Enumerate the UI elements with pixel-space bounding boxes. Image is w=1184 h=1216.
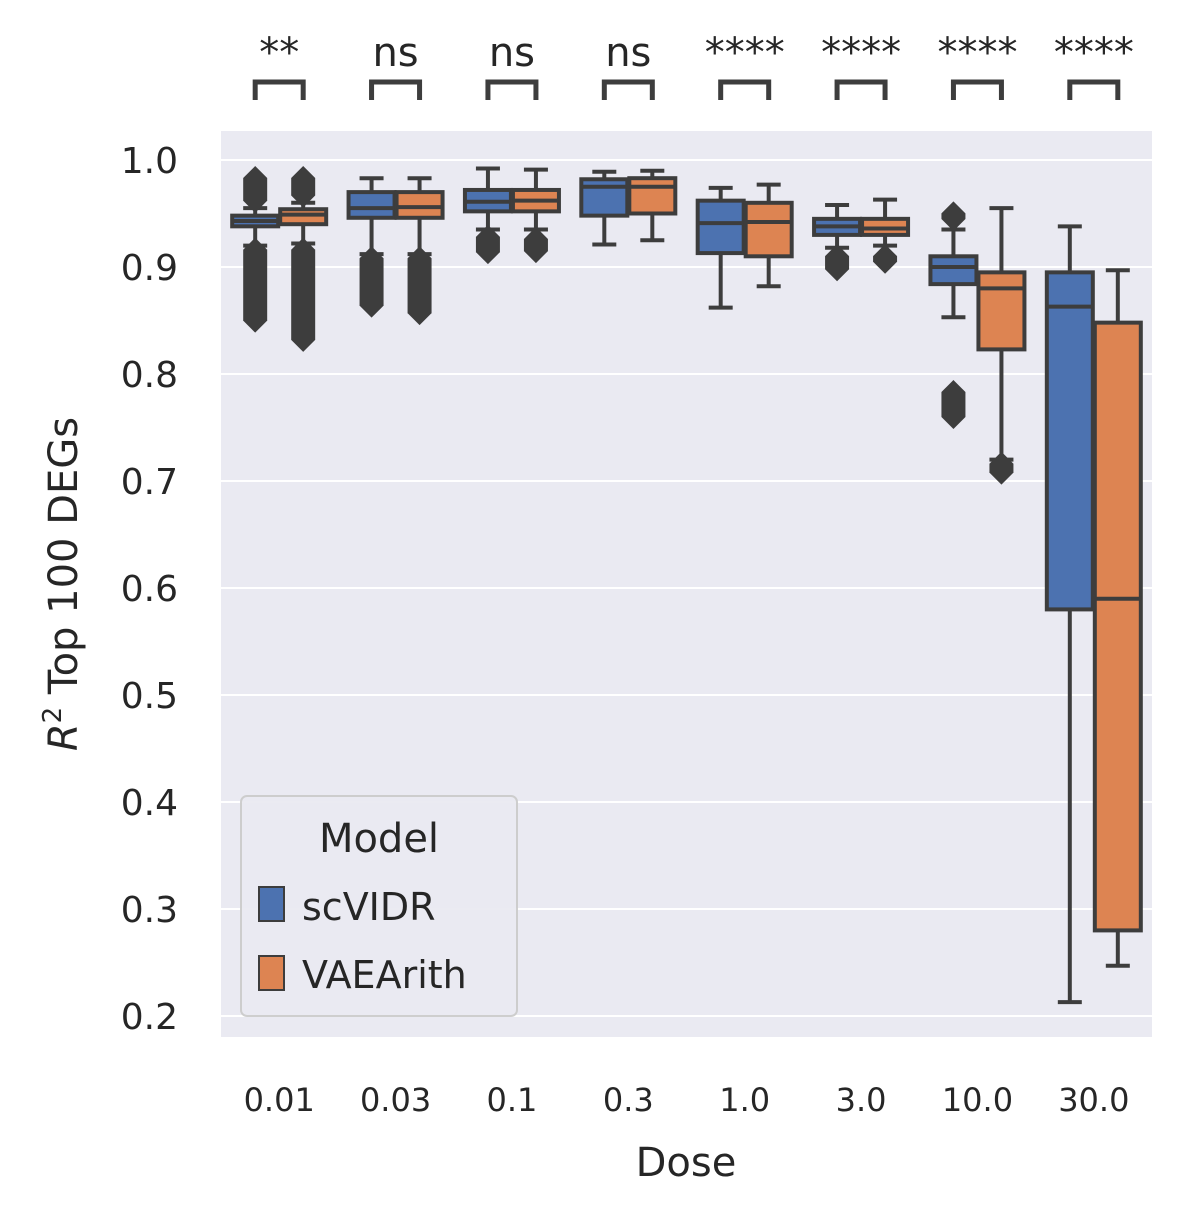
box-vaearith-1.0 (743, 182, 794, 289)
significance-label: ns (372, 30, 418, 76)
box-iqr (1092, 320, 1143, 933)
outlier-markers (291, 237, 316, 352)
x-tick-label: 1.0 (719, 1081, 770, 1119)
legend-title: Model (319, 816, 439, 862)
box-scvidr-0.3 (579, 169, 630, 247)
box-iqr (1044, 270, 1095, 612)
box-vaearith-0.3 (627, 168, 678, 243)
box-iqr (976, 270, 1027, 352)
box-iqr (928, 254, 979, 287)
y-axis-label-superscript: 2 (38, 707, 68, 724)
box-scvidr-30.0 (1044, 224, 1095, 1005)
x-tick-labels: 0.01 0.03 0.1 0.3 1.0 3.0 10.0 30.0 (244, 1081, 1130, 1119)
outlier-markers (873, 244, 898, 274)
x-tick-label: 10.0 (942, 1081, 1013, 1119)
box-groups (230, 166, 1143, 1005)
significance-bracket (950, 79, 1004, 100)
significance-label: ns (605, 30, 651, 76)
box-scvidr-1.0 (695, 185, 746, 310)
outlier-markers (243, 166, 268, 213)
x-tick-label: 0.03 (360, 1081, 431, 1119)
legend-frame (240, 795, 518, 1017)
outlier-markers (291, 166, 316, 208)
significance-label: ns (489, 30, 535, 76)
outlier-markers (941, 201, 966, 231)
y-tick-label: 0.9 (121, 248, 178, 289)
box-iqr (278, 207, 329, 227)
significance-bracket (834, 79, 888, 100)
legend-swatch-scvidr (258, 886, 285, 922)
y-tick-label: 0.5 (121, 676, 178, 717)
y-tick-label: 0.3 (121, 890, 178, 931)
y-tick-label: 0.7 (121, 462, 178, 503)
box-iqr (579, 177, 630, 218)
significance-annotations: ** ns ns ns **** **** **** **** (252, 30, 1134, 100)
outlier-markers (825, 244, 850, 282)
box-scvidr-0.01 (230, 166, 281, 333)
outlier-markers (989, 451, 1014, 485)
y-tick-label: 0.6 (121, 569, 178, 610)
y-axis-label-variable: R (41, 723, 87, 751)
y-axis-label: R2 Top 100 DEGs (38, 417, 87, 751)
box-scvidr-0.1 (462, 166, 513, 265)
significance-bracket (601, 79, 655, 100)
significance-bracket (252, 79, 306, 100)
box-vaearith-0.03 (394, 176, 445, 326)
x-tick-label: 0.3 (603, 1081, 654, 1119)
significance-bracket (718, 79, 772, 100)
x-axis-label: Dose (636, 1140, 737, 1186)
box-scvidr-3.0 (812, 202, 863, 282)
box-iqr (394, 190, 445, 220)
x-tick-label: 30.0 (1058, 1081, 1129, 1119)
significance-label: **** (1054, 30, 1134, 76)
outlier-markers (523, 227, 548, 264)
x-tick-label: 0.01 (244, 1081, 315, 1119)
significance-bracket (485, 79, 539, 100)
legend-swatch-vaearith (258, 955, 285, 991)
box-scvidr-10.0 (928, 201, 979, 429)
x-tick-label: 3.0 (836, 1081, 887, 1119)
box-vaearith-0.01 (278, 166, 329, 352)
outlier-markers (407, 246, 432, 326)
outlier-markers (243, 237, 268, 333)
box-vaearith-30.0 (1092, 268, 1143, 968)
box-iqr (743, 200, 794, 259)
significance-label: **** (937, 30, 1017, 76)
outlier-markers (475, 224, 500, 265)
significance-bracket (1067, 79, 1121, 100)
y-tick-label: 1.0 (121, 141, 178, 182)
significance-label: **** (821, 30, 901, 76)
outlier-markers (941, 380, 966, 429)
x-tick-label: 0.1 (486, 1081, 537, 1119)
y-tick-label: 0.4 (121, 783, 178, 824)
box-vaearith-3.0 (860, 197, 911, 274)
y-tick-label: 0.8 (121, 355, 178, 396)
y-tick-labels: 0.2 0.3 0.4 0.5 0.6 0.7 0.8 0.9 1.0 (121, 141, 178, 1038)
significance-label: **** (705, 30, 785, 76)
significance-bracket (369, 79, 423, 100)
box-iqr (627, 176, 678, 216)
box-iqr (346, 190, 397, 220)
box-vaearith-10.0 (976, 206, 1027, 485)
legend-label-scvidr: scVIDR (302, 885, 436, 929)
box-vaearith-0.1 (510, 167, 561, 264)
box-iqr (695, 198, 746, 256)
y-tick-label: 0.2 (121, 997, 178, 1038)
legend: Model scVIDR VAEArith (240, 795, 518, 1017)
y-axis-label-text: Top 100 DEGs (41, 417, 87, 707)
legend-label-vaearith: VAEArith (302, 953, 467, 997)
outlier-markers (359, 246, 384, 318)
significance-label: ** (259, 30, 299, 76)
